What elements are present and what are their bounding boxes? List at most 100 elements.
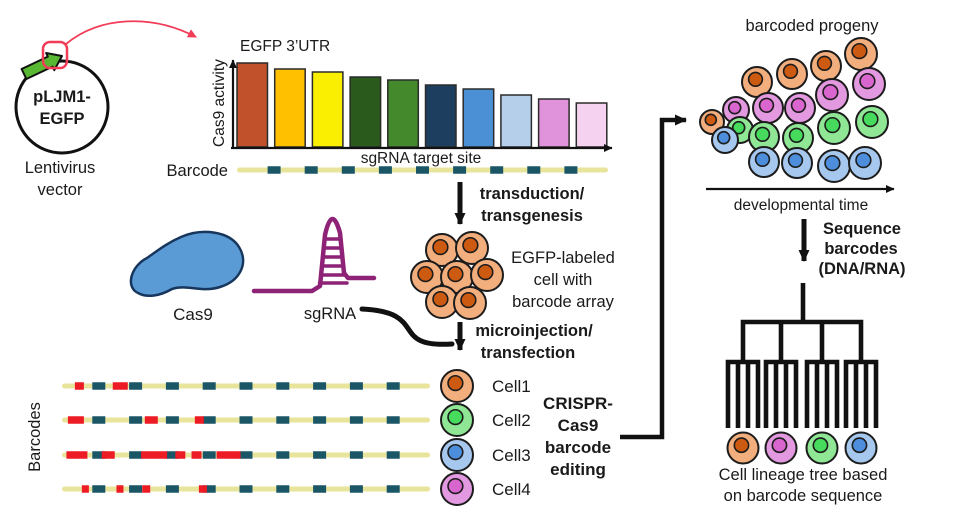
cell-nucleus [460, 291, 477, 309]
transduction-line1: transduction/ [480, 185, 585, 203]
tree-leaf-cell [844, 431, 878, 465]
sgrna-backbone [251, 216, 377, 294]
plasmid-egfp-label: EGFP [40, 110, 85, 128]
barcode-target-dash [202, 485, 216, 493]
cell-nucleus [727, 100, 742, 115]
egfp-cell [455, 231, 489, 265]
barcode-target-dash [165, 485, 179, 493]
barcode-target-dash [276, 416, 290, 424]
cell-3 [440, 438, 474, 472]
barcode-target-dash [165, 382, 179, 390]
bar [273, 68, 306, 148]
cell-nucleus [824, 116, 841, 134]
barcode-target-dash [276, 485, 290, 493]
barcode-target-dash [349, 485, 363, 493]
progeny-cell [817, 149, 851, 183]
barcode-target-dash [386, 451, 400, 459]
cell-nucleus [862, 110, 879, 128]
barcode-target-dash [349, 382, 363, 390]
edited-strips [62, 382, 430, 493]
progeny-cell [815, 78, 849, 112]
barcode-target-dash [239, 416, 253, 424]
cell-nucleus [704, 113, 718, 127]
lentivirus-caption-line1: Lentivirus [25, 159, 96, 177]
tree-leaf-cells [726, 431, 878, 465]
tree-branch [740, 319, 864, 362]
sgrna-label: sgRNA [304, 305, 356, 323]
cell-nucleus [816, 55, 833, 71]
egfp-cell-line3: barcode array [512, 293, 615, 311]
cell-nucleus [731, 120, 746, 135]
cas9-blob [129, 230, 245, 298]
barcodes-axis-label: Barcodes [26, 402, 44, 472]
egfp-cell-cluster: EGFP-labeled cell with barcode array [410, 231, 615, 320]
barcode-target-dash [378, 166, 392, 174]
developmental-time-label: developmental time [734, 197, 868, 214]
barcode-edit-mark [142, 485, 151, 493]
chart-bars [236, 62, 608, 148]
lineage-tree: Cell lineage tree based on barcode seque… [719, 283, 888, 505]
egfp-cell [453, 286, 487, 320]
tree-leaf-cell [764, 431, 798, 465]
bar [311, 71, 344, 148]
cell-nucleus [716, 130, 731, 145]
barcode-target-dash [313, 416, 327, 424]
tree-lines [725, 283, 879, 428]
barcode-target-dash [490, 166, 504, 174]
barcode-target-dash [313, 485, 327, 493]
cas9-activity-chart: EGFP 3’UTR Cas9 activity sgRNA target si… [211, 38, 613, 167]
cell-nucleus [824, 154, 841, 172]
barcode-edit-mark [198, 485, 207, 493]
cell-list: Cell1 Cell2 Cell3 Cell4 [440, 369, 531, 506]
barcode-target-dash [92, 382, 106, 390]
cell-nucleus [851, 437, 868, 454]
cell-2 [440, 403, 474, 437]
barcode-target-dash [92, 416, 106, 424]
cell-nucleus [788, 127, 805, 144]
barcode-target-dash [386, 382, 400, 390]
bar [575, 102, 608, 148]
barcode-target-dash [92, 485, 106, 493]
barcode-edit-mark [216, 451, 241, 459]
tree-caption-line2: on barcode sequence [724, 487, 883, 505]
cell-nucleus [432, 238, 449, 256]
progeny-cell [781, 147, 813, 179]
barcode-target-dash [239, 382, 253, 390]
bar [462, 88, 495, 148]
cell-nucleus [447, 408, 464, 426]
barcode-strip: Barcode [167, 162, 608, 180]
crispr-line3: barcode [545, 438, 611, 457]
microinjection-step: microinjection/ transfection [359, 306, 593, 362]
tree-caption-line1: Cell lineage tree based [719, 466, 888, 484]
sgrna-connector-curve [359, 306, 455, 347]
cell-nucleus [754, 151, 771, 168]
barcode-target-dash [267, 166, 281, 174]
barcode-target-dash [129, 451, 143, 459]
barcode-edit-mark [67, 416, 84, 424]
cas9-label: Cas9 [173, 305, 213, 324]
microinjection-line2: transfection [481, 344, 575, 362]
egfp-cell-line1: EGFP-labeled [511, 249, 615, 267]
barcode-target-dash [202, 416, 216, 424]
tree-comb [843, 359, 879, 428]
barcode-edit-mark [144, 416, 158, 424]
progeny-cell [844, 37, 878, 71]
crispr-line4: editing [550, 460, 606, 479]
cell-nucleus [462, 236, 479, 254]
lentivirus-caption-line2: vector [38, 181, 83, 199]
barcode-target-dash [341, 166, 355, 174]
barcode-edit-mark [101, 451, 115, 459]
barcode-target-dash [313, 451, 327, 459]
barcode-edit-mark [116, 485, 124, 493]
sequence-barcodes-step: Sequence barcodes (DNA/RNA) [798, 219, 906, 278]
barcode-target-dash [527, 166, 541, 174]
barcode-target-dash [239, 485, 253, 493]
cell-nucleus [447, 374, 464, 392]
cell-nucleus [790, 97, 807, 114]
barcode-target-dash [313, 382, 327, 390]
progeny-cell [848, 146, 882, 180]
barcode-target-dash [129, 485, 143, 493]
barcode-target-dash [92, 451, 106, 459]
barcode-edit-mark [175, 451, 186, 459]
